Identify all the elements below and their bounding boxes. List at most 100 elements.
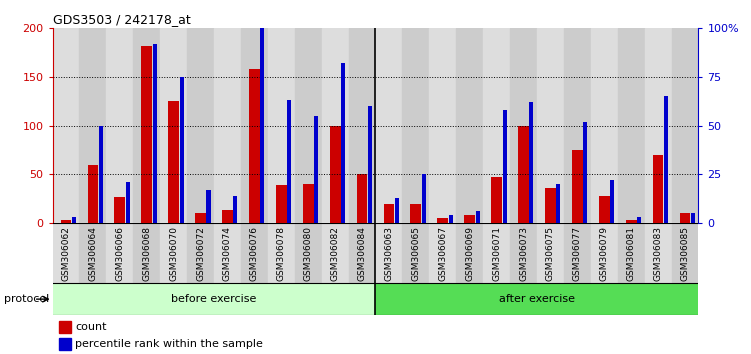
Bar [483, 28, 510, 223]
Bar [294, 28, 321, 223]
Bar [664, 96, 668, 223]
Bar [80, 28, 107, 223]
Bar [321, 28, 348, 223]
Bar [617, 223, 644, 283]
Bar [637, 217, 641, 223]
Text: GSM306076: GSM306076 [250, 226, 259, 281]
Bar [671, 223, 698, 283]
Bar [80, 223, 107, 283]
Bar [591, 223, 617, 283]
Bar [187, 28, 214, 223]
Text: after exercise: after exercise [499, 294, 575, 304]
Bar [564, 223, 591, 283]
Bar [653, 155, 663, 223]
Bar [241, 28, 268, 223]
Bar [53, 223, 80, 283]
Text: GSM306077: GSM306077 [573, 226, 582, 281]
Text: GSM306084: GSM306084 [357, 226, 366, 281]
Text: GSM306071: GSM306071 [492, 226, 501, 281]
Bar [376, 28, 403, 223]
Bar [179, 77, 184, 223]
Bar [72, 217, 76, 223]
Bar [537, 28, 564, 223]
Bar [59, 321, 71, 333]
Bar [457, 223, 483, 283]
Bar [268, 28, 294, 223]
Text: count: count [75, 322, 107, 332]
Text: GSM306085: GSM306085 [680, 226, 689, 281]
Bar [321, 223, 348, 283]
Text: GSM306079: GSM306079 [600, 226, 609, 281]
Text: GSM306083: GSM306083 [653, 226, 662, 281]
Bar [141, 46, 152, 223]
Bar [448, 215, 453, 223]
Bar [348, 28, 376, 223]
Bar [591, 28, 617, 223]
Text: GSM306068: GSM306068 [142, 226, 151, 281]
Bar [564, 28, 591, 223]
Text: GSM306082: GSM306082 [330, 226, 339, 281]
Bar [491, 177, 502, 223]
Bar [107, 28, 134, 223]
Bar [437, 218, 448, 223]
Text: GSM306063: GSM306063 [385, 226, 394, 281]
Bar [187, 223, 214, 283]
Bar [545, 188, 556, 223]
Bar [314, 116, 318, 223]
Bar [599, 196, 610, 223]
Bar [376, 223, 403, 283]
Bar [644, 28, 671, 223]
Bar [125, 182, 130, 223]
Bar [403, 28, 430, 223]
Bar [691, 213, 695, 223]
Bar [357, 175, 367, 223]
Bar [160, 223, 187, 283]
Bar [114, 197, 125, 223]
Bar [261, 28, 264, 223]
Bar [644, 223, 671, 283]
Text: GSM306069: GSM306069 [465, 226, 474, 281]
Bar [341, 63, 345, 223]
Bar [572, 150, 583, 223]
Text: before exercise: before exercise [171, 294, 257, 304]
Bar [411, 204, 421, 223]
Bar [294, 223, 321, 283]
Text: GSM306074: GSM306074 [223, 226, 232, 281]
Bar [222, 210, 233, 223]
Bar [556, 184, 560, 223]
Bar [518, 126, 529, 223]
Text: GSM306062: GSM306062 [62, 226, 71, 281]
Bar [502, 110, 507, 223]
Bar [134, 223, 160, 283]
Bar [430, 223, 457, 283]
Bar [195, 213, 206, 223]
Bar [214, 223, 241, 283]
Bar [403, 223, 430, 283]
Text: percentile rank within the sample: percentile rank within the sample [75, 339, 263, 349]
Text: GSM306075: GSM306075 [546, 226, 555, 281]
Bar [626, 220, 637, 223]
Bar [464, 215, 475, 223]
Bar [107, 223, 134, 283]
Text: GSM306073: GSM306073 [519, 226, 528, 281]
Bar [134, 28, 160, 223]
Bar [88, 165, 98, 223]
Text: GSM306064: GSM306064 [89, 226, 98, 281]
Bar [680, 213, 690, 223]
Bar [53, 28, 80, 223]
Bar [241, 223, 268, 283]
Bar [168, 101, 179, 223]
Bar [59, 338, 71, 350]
Bar [330, 126, 340, 223]
Text: GDS3503 / 242178_at: GDS3503 / 242178_at [53, 13, 190, 26]
Bar [671, 28, 698, 223]
Bar [475, 211, 480, 223]
Bar [276, 185, 287, 223]
Bar [457, 28, 483, 223]
Bar [207, 190, 210, 223]
Bar [214, 28, 241, 223]
Bar [268, 223, 294, 283]
Bar [422, 175, 426, 223]
Bar [584, 122, 587, 223]
Bar [287, 101, 291, 223]
